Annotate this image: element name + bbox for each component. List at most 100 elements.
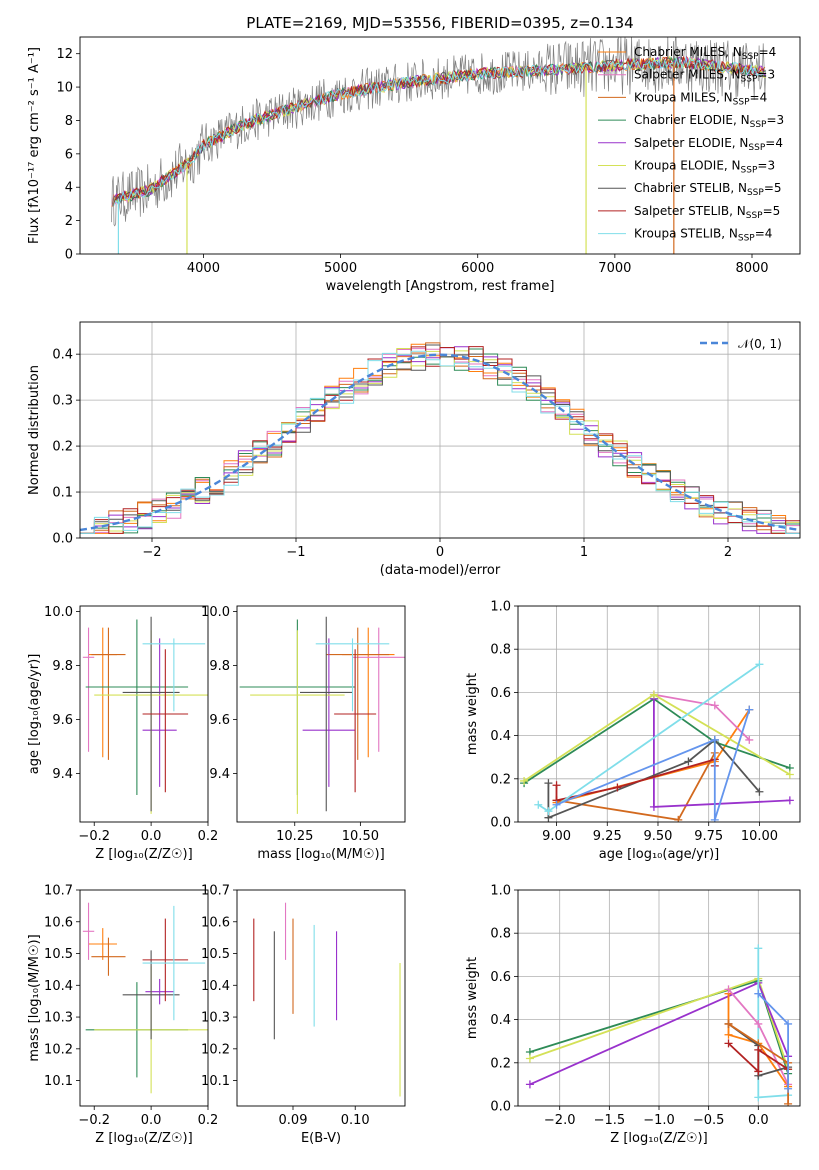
y-axis-label: Normed distribution <box>27 365 42 495</box>
x-tick-label: 9.00 <box>542 829 571 844</box>
y-tick-label: 9.8 <box>52 659 73 674</box>
mass-vs-EBV-axes: 0.09 0.10 10.1 10.2 10.3 10.4 10.5 10.6 10.7 E(B-… <box>201 884 406 1146</box>
residuals-plot-area <box>80 322 800 538</box>
weight-marker <box>754 989 763 998</box>
weight-marker <box>710 815 719 822</box>
weight-marker <box>785 796 794 805</box>
mass-weight-vs-age-frame <box>517 605 801 823</box>
age-vs-mass-axes: 10.25 10.50 9.4 9.6 9.8 10.0 mass [log₁₀(M/M☉)… <box>201 605 406 862</box>
spectrum-legend: Chabrier MILES, NSSP=4 Salpeter MILES, NS… <box>598 45 784 244</box>
histogram-step-3 <box>80 342 800 534</box>
weight-line-3 <box>556 752 716 821</box>
legend-label: Salpeter MILES, NSSP=3 <box>634 68 775 85</box>
weight-marker <box>534 800 543 809</box>
figure-title: PLATE=2169, MJD=53556, FIBERID=0395, z=0… <box>246 14 633 32</box>
weight-line-4 <box>523 697 791 784</box>
x-axis-label: wavelength [Angstrom, rest frame] <box>326 279 555 294</box>
model-line-9 <box>113 56 765 206</box>
y-tick-label: 0.3 <box>52 394 73 409</box>
weight-marker <box>544 779 553 788</box>
residuals-axes: −2 −1 0 1 2 0.0 0.1 0.2 0.3 0.4 (data-model)/error… <box>27 321 801 578</box>
x-tick-label: −1 <box>286 545 305 560</box>
weight-marker <box>755 660 764 669</box>
y-tick-label: 9.4 <box>52 767 73 782</box>
model-line-8 <box>113 55 765 207</box>
x-axis-label: Z [log₁₀(Z/Z☉)] <box>95 847 192 862</box>
y-tick-label: 0 <box>65 248 73 263</box>
y-tick-label: 0.0 <box>52 532 73 547</box>
weight-marker <box>785 770 794 779</box>
y-tick-label: 0.6 <box>490 970 511 985</box>
weight-marker <box>745 735 754 744</box>
y-tick-label: 10.3 <box>201 1011 230 1026</box>
legend-label: Chabrier STELIB, NSSP=5 <box>634 181 782 198</box>
normal-curve <box>80 353 800 532</box>
legend-label: Salpeter STELIB, NSSP=5 <box>634 204 780 221</box>
y-tick-label: 10.4 <box>44 979 73 994</box>
age-vs-mass-plot-area <box>239 616 405 814</box>
weight-marker <box>710 735 719 744</box>
weight-marker <box>674 815 683 822</box>
y-tick-label: 0.4 <box>490 729 511 744</box>
y-tick-label: 10.5 <box>44 947 73 962</box>
weight-marker <box>784 1099 793 1106</box>
y-tick-label: 0.0 <box>490 816 511 831</box>
x-tick-label: 5000 <box>324 261 357 276</box>
residuals-frame <box>79 321 801 539</box>
weight-marker <box>724 985 733 994</box>
weight-marker <box>754 944 763 953</box>
x-tick-label: 2 <box>724 545 732 560</box>
weight-marker <box>552 781 561 790</box>
histogram-step-8 <box>80 346 800 534</box>
mass-vs-EBV-plot-area <box>253 902 401 1097</box>
y-tick-label: 1.0 <box>490 600 511 615</box>
weight-line-8 <box>727 1042 789 1074</box>
legend-label: Salpeter ELODIE, NSSP=4 <box>634 136 783 153</box>
y-tick-label: 10.0 <box>44 605 73 620</box>
legend-label: Kroupa STELIB, NSSP=4 <box>634 227 772 244</box>
weight-marker <box>754 1067 763 1076</box>
weight-marker <box>724 1019 733 1028</box>
y-tick-label: 0.4 <box>52 348 73 363</box>
legend-label: Chabrier ELODIE, NSSP=3 <box>634 113 784 130</box>
weight-line-5 <box>653 698 790 808</box>
weight-marker <box>552 800 561 809</box>
age-vs-Z-frame <box>79 605 209 823</box>
x-tick-label: −2 <box>142 545 161 560</box>
y-tick-label: 10.0 <box>201 605 230 620</box>
mass-weight-vs-age-plot-area <box>518 606 800 822</box>
y-tick-label: 0.6 <box>490 686 511 701</box>
spectrum-frame <box>79 36 801 255</box>
y-tick-label: 0.2 <box>52 440 73 455</box>
mass-weight-vs-Z-plot-area <box>518 890 800 1106</box>
y-tick-label: 9.4 <box>209 767 230 782</box>
x-tick-label: −2.0 <box>544 1113 576 1128</box>
y-tick-label: 0.4 <box>490 1013 511 1028</box>
mass-vs-Z-frame <box>79 889 209 1107</box>
y-tick-label: 0.1 <box>52 486 73 501</box>
weight-marker <box>525 1080 534 1089</box>
mass-vs-Z-axes: −0.2 0.0 0.2 10.1 10.2 10.3 10.4 10.5 10.6 10.7 Z … <box>27 884 218 1147</box>
x-tick-label: 1 <box>580 545 588 560</box>
y-axis-label: Flux [fλ10⁻¹⁷ erg cm⁻² s⁻¹ A⁻¹] <box>27 47 42 244</box>
x-axis-label: Z [log₁₀(Z/Z☉)] <box>95 1131 192 1146</box>
y-tick-label: 10 <box>56 81 73 96</box>
x-tick-label: −1.5 <box>594 1113 626 1128</box>
x-tick-label: 0.2 <box>198 829 219 844</box>
weight-marker <box>525 1054 534 1063</box>
y-axis-label: age [log₁₀(age/yr)] <box>27 654 42 775</box>
y-tick-label: 10.2 <box>44 1042 73 1057</box>
y-tick-label: 9.6 <box>209 713 230 728</box>
y-tick-label: 10.3 <box>44 1011 73 1026</box>
x-tick-label: −0.5 <box>693 1113 725 1128</box>
x-axis-label: Z [log₁₀(Z/Z☉)] <box>610 1131 707 1146</box>
x-tick-label: 8000 <box>735 261 768 276</box>
histogram-step-9 <box>80 350 800 534</box>
x-axis-label: mass [log₁₀(M/M☉)] <box>257 847 384 862</box>
residuals-legend: 𝒩(0, 1) <box>700 337 782 351</box>
weight-marker <box>544 807 553 816</box>
x-tick-label: 0 <box>436 545 444 560</box>
weight-marker <box>724 1030 733 1039</box>
y-tick-label: 10.6 <box>201 915 230 930</box>
y-tick-label: 0.8 <box>490 927 511 942</box>
